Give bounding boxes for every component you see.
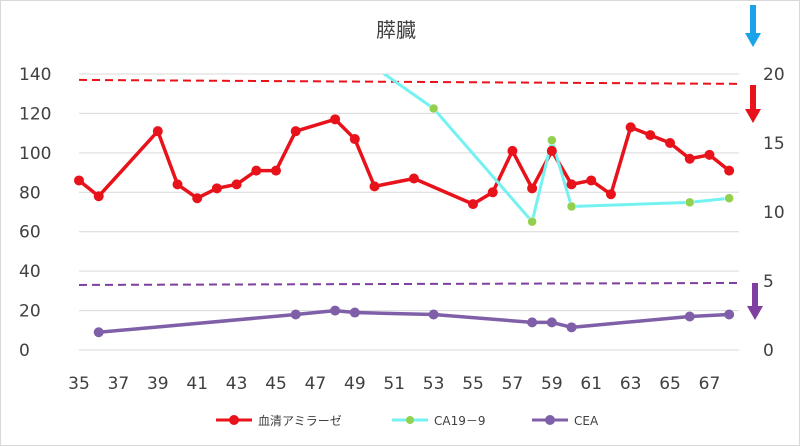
data-point xyxy=(290,126,301,137)
legend-label: 血清アミラーゼ xyxy=(258,414,342,428)
data-point xyxy=(527,317,538,328)
y-right-tick-label: 15 xyxy=(763,134,785,154)
data-point xyxy=(330,305,341,316)
data-point xyxy=(290,309,301,320)
x-tick-label: 63 xyxy=(620,374,642,394)
legend-label: CEA xyxy=(574,414,599,428)
data-point xyxy=(547,135,557,145)
data-point xyxy=(724,193,734,203)
purple-arrow-icon xyxy=(747,283,763,320)
x-tick-label: 51 xyxy=(383,374,405,394)
y-right-tick-label: 20 xyxy=(763,65,785,85)
legend-label: CA19－9 xyxy=(434,414,486,428)
data-point xyxy=(74,175,84,186)
data-point xyxy=(546,145,557,156)
chart-title: 膵臓 xyxy=(376,18,416,42)
y-left-tick-label: 40 xyxy=(19,262,41,282)
data-point xyxy=(271,165,282,176)
reference-line xyxy=(78,78,740,85)
x-tick-label: 57 xyxy=(502,374,524,394)
data-point xyxy=(645,130,656,141)
data-point xyxy=(408,173,419,184)
x-tick-label: 65 xyxy=(659,374,681,394)
y-left-tick-label: 20 xyxy=(19,302,41,322)
gridlines xyxy=(79,73,739,351)
y-axis-right-ticks: 0 5 10 15 20 xyxy=(763,65,785,361)
data-point xyxy=(369,181,380,192)
x-tick-label: 67 xyxy=(699,374,721,394)
data-point xyxy=(527,183,538,194)
data-point xyxy=(152,126,163,137)
data-point xyxy=(724,309,735,320)
data-point xyxy=(93,327,104,338)
data-point xyxy=(468,199,479,210)
y-right-tick-label: 10 xyxy=(763,203,785,223)
y-left-tick-label: 60 xyxy=(19,223,41,243)
y-left-tick-label: 80 xyxy=(19,183,41,203)
data-point xyxy=(487,187,498,198)
data-point xyxy=(192,193,203,204)
data-point xyxy=(625,122,636,133)
data-point xyxy=(566,179,577,190)
x-tick-label: 47 xyxy=(305,374,327,394)
legend-marker xyxy=(229,415,239,425)
x-tick-label: 53 xyxy=(423,374,445,394)
x-tick-label: 35 xyxy=(68,374,90,394)
data-point xyxy=(684,311,695,322)
data-point xyxy=(704,149,715,160)
data-point xyxy=(684,197,695,208)
data-point xyxy=(546,317,557,328)
y-left-tick-label: 0 xyxy=(19,341,30,361)
x-tick-label: 43 xyxy=(226,374,248,394)
data-point xyxy=(93,191,104,202)
y-right-tick-label: 5 xyxy=(763,272,774,292)
data-point xyxy=(251,165,262,176)
data-point xyxy=(428,309,439,320)
data-point xyxy=(349,134,360,145)
data-point xyxy=(527,216,537,227)
series-line xyxy=(79,117,731,206)
data-point xyxy=(586,175,597,186)
data-point xyxy=(231,179,242,190)
x-tick-label: 55 xyxy=(462,374,484,394)
blue-arrow-icon xyxy=(745,5,761,47)
data-point xyxy=(507,145,518,156)
data-point xyxy=(665,138,676,148)
y-left-tick-label: 100 xyxy=(19,144,51,164)
data-point xyxy=(349,307,360,318)
y-right-tick-label: 0 xyxy=(763,341,774,361)
reference-lines xyxy=(78,78,740,286)
x-tick-label: 39 xyxy=(147,374,169,394)
series-line xyxy=(96,308,731,335)
x-tick-label: 45 xyxy=(265,374,287,394)
y-left-tick-label: 140 xyxy=(19,65,51,85)
reference-line xyxy=(78,281,740,286)
data-point xyxy=(684,153,695,164)
x-tick-label: 41 xyxy=(186,374,208,394)
annotation-arrows xyxy=(745,5,763,320)
data-point xyxy=(605,189,616,200)
data-point xyxy=(724,165,735,176)
x-tick-label: 59 xyxy=(541,374,563,394)
legend-marker xyxy=(406,416,414,424)
legend: 血清アミラーゼ CA19－9 CEA xyxy=(216,414,599,428)
y-left-tick-label: 120 xyxy=(19,104,51,124)
data-point xyxy=(330,114,341,125)
data-point xyxy=(428,103,439,114)
x-tick-label: 61 xyxy=(580,374,602,394)
x-tick-label: 49 xyxy=(344,374,366,394)
markers-layer xyxy=(74,103,735,338)
data-point xyxy=(172,179,183,190)
red-arrow-icon xyxy=(745,85,761,123)
x-tick-label: 37 xyxy=(108,374,130,394)
data-point xyxy=(566,322,577,333)
data-point xyxy=(566,201,577,212)
series-layer xyxy=(79,74,731,335)
data-point xyxy=(211,183,222,194)
y-axis-left-ticks: 0 20 40 60 80 100 120 140 xyxy=(19,65,51,361)
x-axis-ticks: 35 37 39 41 43 45 47 49 51 53 55 57 59 61 63 65 67 xyxy=(68,374,720,394)
legend-marker xyxy=(545,415,555,425)
